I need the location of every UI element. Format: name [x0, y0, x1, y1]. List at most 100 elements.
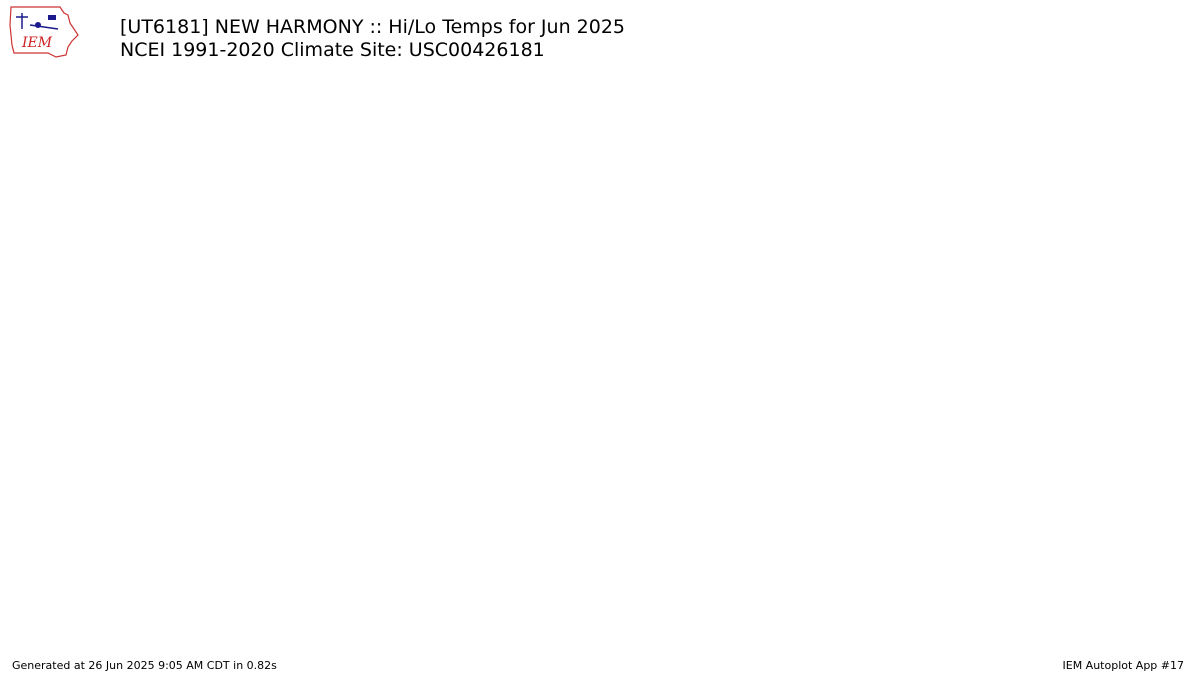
y-tick-label: 80: [96, 253, 113, 268]
climate-high-point: [931, 199, 941, 209]
x-axis-label: June 2025: [566, 638, 633, 653]
ob-low-label: 53: [549, 457, 566, 472]
y-tick-label: 60: [96, 412, 113, 427]
ob-high-bar: [861, 242, 872, 609]
climate-high-point: [1059, 191, 1069, 201]
ob-low-bar: [551, 472, 562, 609]
ob-high-bar: [637, 155, 648, 609]
ob-low-bar: [519, 456, 530, 609]
ob-high-label: 93: [602, 140, 619, 155]
x-tick-label: 13: [512, 616, 529, 631]
climate-high-point: [515, 230, 525, 240]
ob-low-bar: [167, 441, 178, 609]
x-tick-label: 24: [864, 616, 881, 631]
x-tick-label: 29: [1024, 616, 1041, 631]
chart-subtitle: NCEI 1991-2020 Climate Site: USC00426181: [120, 39, 545, 61]
climate-high-point: [355, 243, 365, 253]
iem-logo: IEM: [9, 6, 79, 58]
climate-low-point: [547, 497, 557, 507]
climate-low-point: [707, 485, 717, 495]
ob-low-bar: [231, 480, 242, 609]
ob-high-bar: [349, 234, 360, 609]
ob-high-bar: [125, 163, 136, 609]
x-tick-label: 27: [960, 616, 977, 631]
x-tick-label: 16: [608, 616, 625, 631]
climate-high-point: [995, 195, 1005, 205]
x-tick-label: 10: [416, 616, 433, 631]
weekend-band: [568, 100, 600, 608]
weekend-band: [536, 100, 568, 608]
x-tick-label: 9: [388, 616, 396, 631]
climate-high-point: [739, 212, 749, 222]
ob-high-bar: [893, 250, 904, 609]
ob-high-label: 88: [154, 179, 171, 194]
ob-low-label: 51: [901, 473, 918, 488]
ob-low-label: 48: [805, 497, 822, 512]
weekend-band: [312, 100, 344, 608]
ob-low-bar: [615, 448, 626, 609]
ob-high-bar: [317, 274, 328, 609]
ob-low-bar: [135, 456, 146, 609]
ob-high-label: 78: [250, 259, 267, 274]
ob-low-bar: [295, 512, 306, 609]
weekend-band: [1016, 100, 1048, 608]
climate-low-point: [195, 522, 205, 532]
x-tick-label: 14: [544, 616, 561, 631]
climate-high-point: [963, 197, 973, 207]
climate-low-point: [419, 507, 429, 517]
ob-low-label: 60: [453, 402, 470, 417]
climate-high-point: [387, 240, 397, 250]
climate-high-point: [771, 210, 781, 220]
y-tick-label: 70: [96, 332, 113, 347]
x-tick-label: 6: [292, 616, 300, 631]
ob-low-label: 56: [421, 433, 438, 448]
climate-low-point: [387, 509, 397, 519]
ob-high-label: 75: [282, 282, 299, 297]
weekend-band: [344, 100, 376, 608]
ob-low-label: 51: [197, 473, 214, 488]
climate-low-point: [163, 524, 173, 534]
climate-high-point: [547, 228, 557, 238]
climate-low-point: [803, 476, 813, 486]
y-tick-label: 50: [96, 491, 113, 506]
x-tick-label: 4: [228, 616, 236, 631]
ob-low-label: 51: [677, 473, 694, 488]
ob-low-bar: [391, 464, 402, 609]
climate-high-point: [611, 222, 621, 232]
x-tick-label: 22: [800, 616, 817, 631]
climate-low-point: [483, 502, 493, 512]
x-tick-label: 2: [164, 616, 172, 631]
ob-high-label: 82: [858, 227, 875, 242]
climate-high-point: [803, 208, 813, 218]
climate-high-point: [707, 215, 717, 225]
app-id: IEM Autoplot App #17: [1062, 659, 1185, 672]
ob-low-bar: [359, 480, 370, 609]
ob-low-bar: [583, 456, 594, 609]
legend-climate-high-marker: [136, 77, 146, 87]
climate-low-point: [643, 489, 653, 499]
x-tick-label: 5: [260, 616, 268, 631]
y-axis-label: Temperature ˚F: [60, 304, 76, 405]
x-tick-label: 12: [480, 616, 497, 631]
ob-high-label: 79: [218, 251, 235, 266]
logo-text: IEM: [21, 35, 53, 51]
climate-low-point: [931, 466, 941, 476]
climate-low-point: [291, 516, 301, 526]
ob-high-label: 83: [346, 219, 363, 234]
x-tick-label: 26: [928, 616, 945, 631]
climate-low-point: [995, 460, 1005, 470]
legend-ob-high-label: Ob High: [755, 76, 808, 91]
ob-high-bar: [285, 298, 296, 609]
ob-high-bar: [797, 226, 808, 609]
ob-low-label: 58: [645, 417, 662, 432]
ob-low-label: 54: [389, 449, 406, 464]
ob-high-bar: [221, 266, 232, 609]
ob-low-label: 57: [165, 425, 182, 440]
climate-low-point: [515, 500, 525, 510]
ob-high-label: 89: [762, 171, 779, 186]
ob-low-label: 52: [261, 465, 278, 480]
ob-low-label: 56: [613, 433, 630, 448]
ob-high-label: 92: [666, 148, 683, 163]
x-tick-label: 21: [768, 616, 785, 631]
x-tick-label: 28: [992, 616, 1009, 631]
